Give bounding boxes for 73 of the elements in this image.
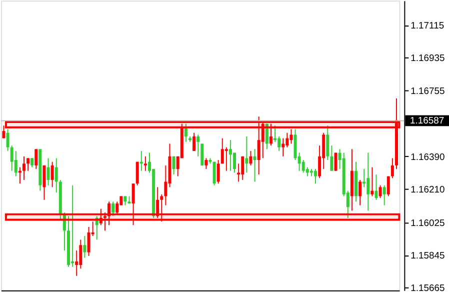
candlestick — [54, 158, 58, 194]
candlestick — [386, 176, 390, 197]
candlestick — [224, 146, 228, 172]
candlestick — [382, 184, 386, 206]
candlestick — [212, 161, 216, 186]
candlestick — [358, 179, 362, 206]
y-tick-label: 1.15665 — [410, 283, 445, 294]
candlestick — [302, 159, 305, 174]
candlestick — [249, 150, 252, 166]
candlestick — [144, 156, 147, 172]
candlestick — [87, 226, 90, 256]
candlestick — [184, 123, 188, 142]
candlestick — [2, 125, 6, 139]
candlestick — [228, 140, 232, 172]
y-tick-label: 1.15845 — [410, 250, 445, 262]
candlestick — [124, 196, 127, 206]
candlestick — [6, 128, 10, 152]
candlestick — [220, 138, 224, 164]
candlestick — [30, 158, 34, 168]
y-tick-label: 1.16025 — [410, 218, 445, 229]
candlestick — [34, 148, 38, 170]
candlestick — [79, 239, 82, 270]
candlestick — [290, 128, 293, 144]
candlestick — [132, 183, 135, 226]
candlestick — [378, 184, 382, 199]
candlestick — [294, 128, 297, 160]
candlestick — [196, 134, 200, 157]
candlestick — [269, 123, 272, 146]
candlestick — [265, 123, 268, 150]
y-tick-label: 1.17115 — [410, 20, 444, 32]
candlestick — [83, 236, 86, 258]
candlestick — [233, 152, 236, 174]
candlestick — [278, 136, 281, 152]
candlestick — [326, 125, 330, 160]
y-tick-label: 1.16390 — [410, 152, 445, 163]
candlestick — [160, 194, 164, 222]
candlestick — [314, 168, 317, 184]
candlestick — [22, 156, 26, 180]
candlestick — [282, 138, 285, 157]
candlestick — [257, 116, 260, 175]
candlestick — [95, 216, 98, 240]
candlestick — [374, 174, 378, 200]
candlestick — [216, 159, 220, 184]
y-tick-label: 1.16935 — [410, 53, 445, 64]
candlestick — [112, 201, 115, 217]
candlestick — [62, 212, 66, 252]
ref-line-label: 1.16587 — [410, 116, 444, 127]
y-tick-label: 1.16210 — [410, 184, 445, 196]
candlestick — [42, 164, 46, 200]
candlestick — [108, 201, 110, 226]
candlestick — [136, 161, 139, 186]
candlestick — [14, 150, 18, 177]
candlestick — [10, 145, 14, 172]
candlestick — [26, 158, 30, 172]
candlestick — [366, 152, 370, 212]
candlestick — [370, 166, 374, 197]
candlestick — [241, 156, 244, 180]
candlestick — [99, 208, 102, 226]
candlestick — [390, 158, 394, 179]
candlestick — [192, 132, 196, 152]
candlestick — [286, 132, 289, 148]
candlestick — [245, 136, 248, 174]
candlestick — [253, 148, 256, 182]
y-tick-label: 1.16755 — [410, 86, 445, 97]
candlestick — [103, 212, 106, 232]
candlestick — [46, 158, 50, 186]
candlestick — [330, 145, 334, 172]
candlestick — [200, 143, 204, 166]
candlestick — [204, 158, 208, 170]
candlestick — [172, 156, 176, 175]
candlestick — [50, 161, 54, 188]
candlestick — [156, 186, 160, 218]
candlestick — [261, 121, 264, 159]
